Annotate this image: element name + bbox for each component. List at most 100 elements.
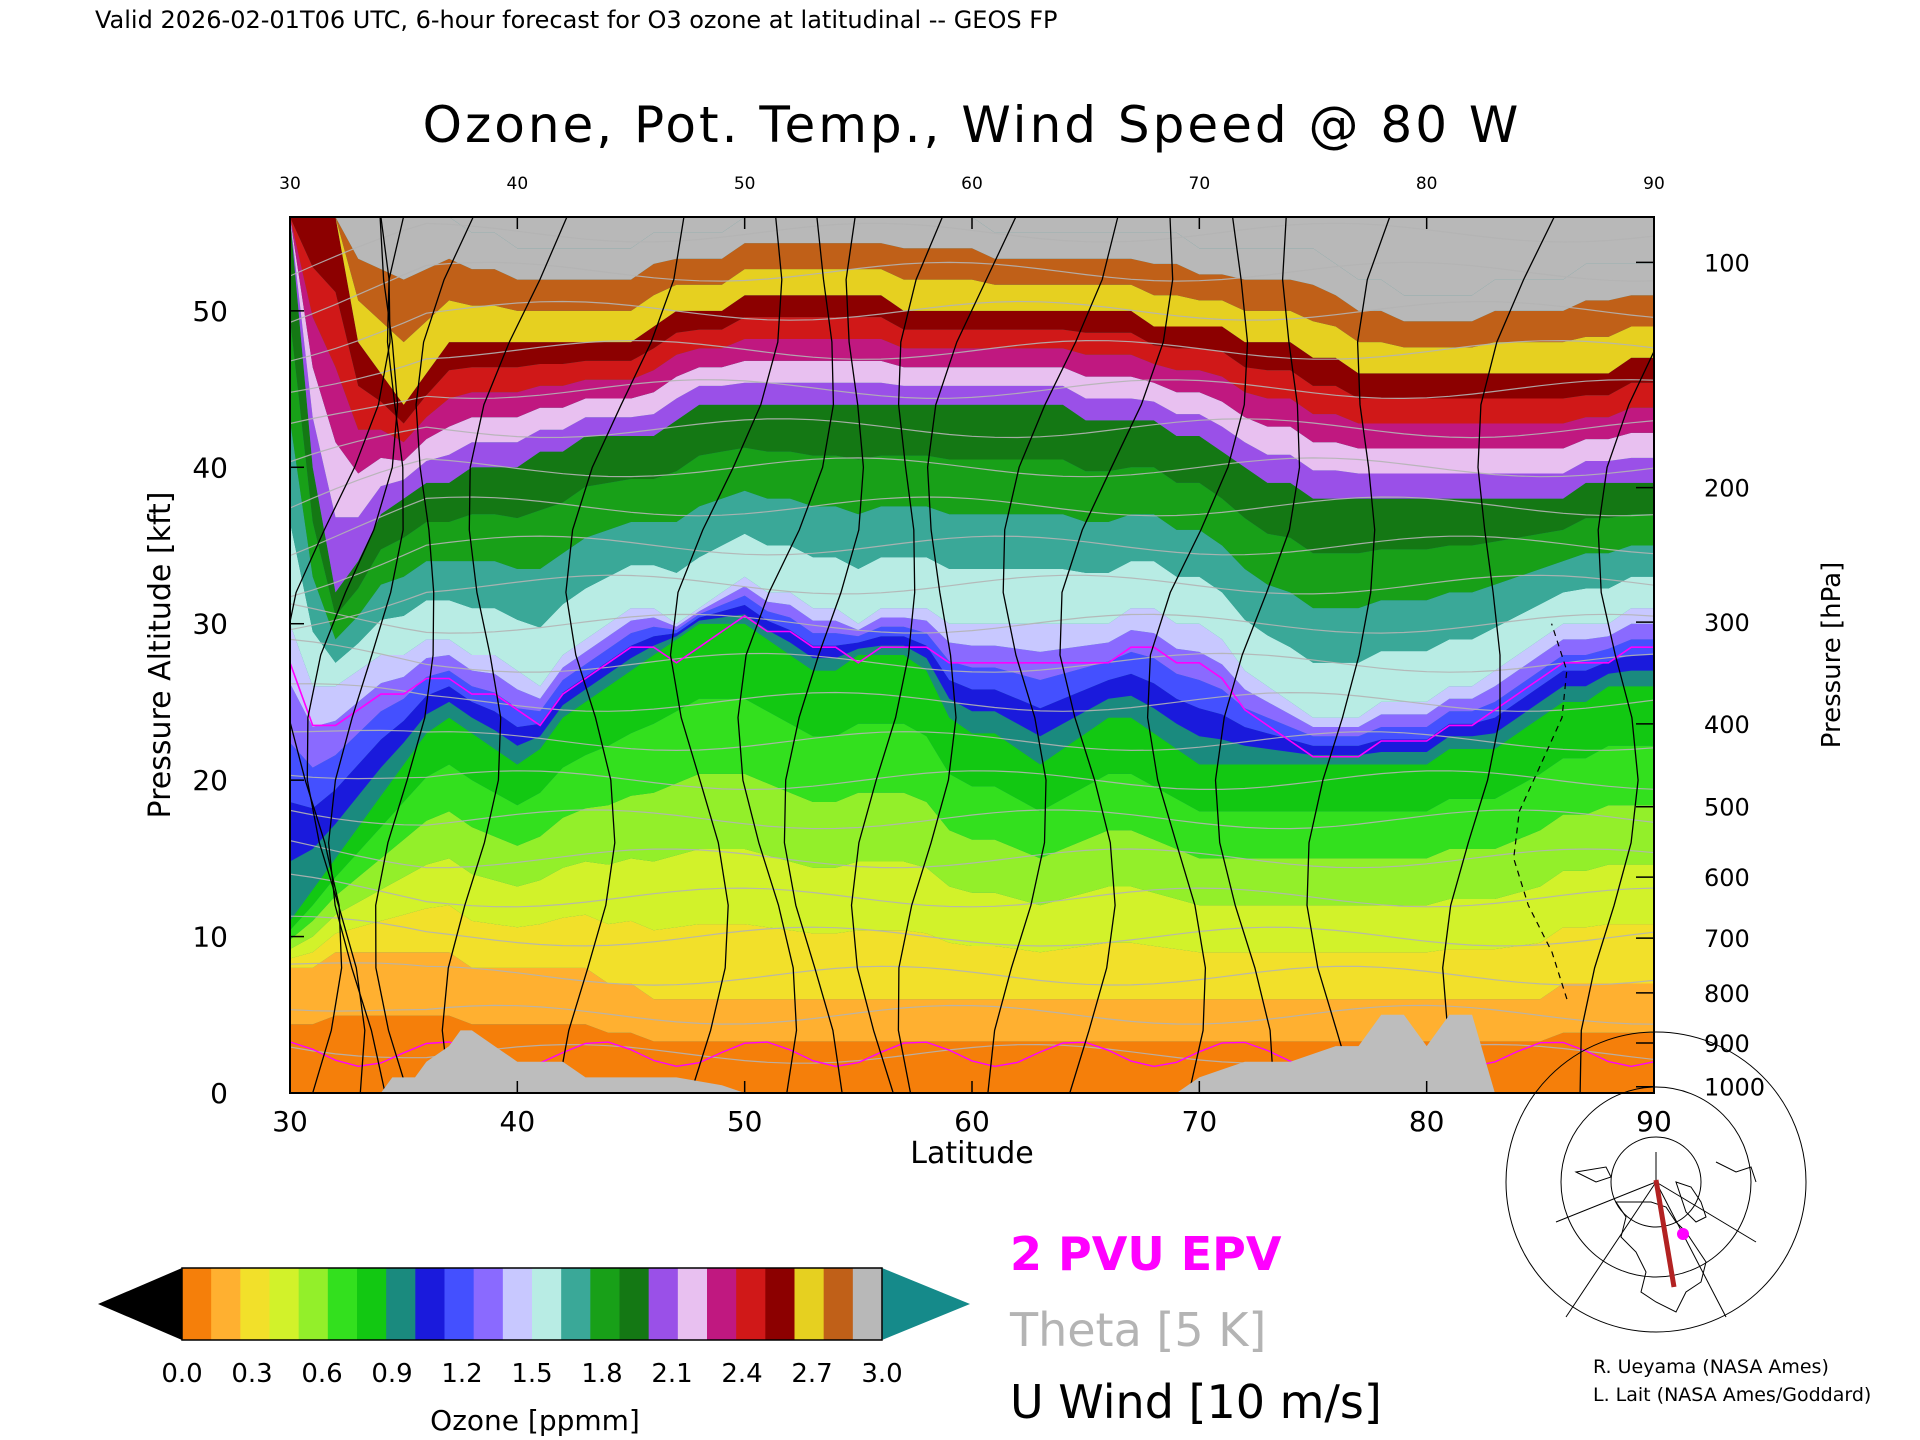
theta-contour — [290, 574, 1654, 631]
pressure-tick-label: 400 — [1704, 711, 1750, 739]
colorbar-segment — [532, 1268, 562, 1340]
globe-map-icon — [1505, 1031, 1807, 1333]
ozone-band-1 — [290, 952, 1654, 1042]
theta-contour — [290, 962, 1654, 986]
x-tick-label-top: 30 — [279, 174, 301, 194]
colorbar-segment — [327, 1268, 358, 1340]
colorbar-tick-label: 1.5 — [511, 1359, 552, 1389]
legend-epv: 2 PVU EPV — [1010, 1227, 1282, 1281]
colorbar-segment — [386, 1268, 416, 1340]
colorbar-segment — [794, 1268, 825, 1340]
theta-contour — [290, 683, 1654, 712]
pressure-tick-label: 700 — [1704, 925, 1750, 953]
colorbar-segment — [707, 1268, 737, 1340]
wind-contour — [850, 217, 943, 1093]
colorbar-segment — [357, 1268, 387, 1340]
theta-contour — [290, 1004, 1654, 1025]
x-tick-label: 60 — [954, 1105, 990, 1138]
ozone-band-10 — [290, 586, 1654, 768]
colorbar-tick-label: 0.6 — [301, 1359, 342, 1389]
legend-theta: Theta [5 K] — [1009, 1303, 1266, 1357]
wind-contour — [290, 217, 391, 1093]
theta-contour — [290, 496, 1654, 557]
colorbar-segment — [648, 1268, 679, 1340]
colorbar-segment — [473, 1268, 504, 1340]
theta-contour — [290, 770, 1654, 791]
pressure-tick-label: 800 — [1704, 980, 1750, 1008]
x-tick-label-top: 70 — [1189, 174, 1211, 194]
x-tick-label-top: 90 — [1643, 174, 1665, 194]
valid-line: Valid 2026-02-01T06 UTC, 6-hour forecast… — [95, 6, 1057, 34]
pressure-tick-label: 900 — [1704, 1030, 1750, 1058]
colorbar-tick-label: 0.9 — [371, 1359, 412, 1389]
colorbar-tick-label: 1.8 — [581, 1359, 622, 1389]
inset-track-line — [1653, 1179, 1677, 1288]
wind-contour — [669, 217, 783, 1093]
ozone-colorbar: 0.0 0.3 0.6 0.9 1.2 1.5 1.8 2.1 2.4 2.7 3.0 — [98, 1267, 970, 1389]
colorbar-segment — [298, 1268, 329, 1340]
terrain — [290, 1014, 1654, 1093]
colorbar-segment — [211, 1268, 241, 1340]
colorbar-frame — [181, 1267, 883, 1341]
theta-contour — [290, 603, 1654, 634]
ozone-band-24 — [290, 217, 1654, 296]
colorbar-tick-label: 3.0 — [861, 1359, 902, 1389]
y-tick-label: 10 — [192, 921, 228, 954]
y-axis-label-left: Pressure Altitude [kft] — [143, 492, 178, 819]
x-tick-label: 80 — [1409, 1105, 1445, 1138]
ozone-band-14 — [290, 318, 1654, 640]
wind-contour-negative — [1513, 623, 1568, 1000]
x-axis-label: Latitude — [910, 1136, 1033, 1171]
colorbar-segment — [736, 1268, 766, 1340]
x-tick-label: 70 — [1182, 1105, 1218, 1138]
credit-line-2: L. Lait (NASA Ames/Goddard) — [1593, 1384, 1871, 1406]
theta-contour — [290, 729, 1654, 752]
wind-contour — [1059, 217, 1174, 1093]
colorbar-max-arrow — [882, 1268, 970, 1340]
pressure-tick-label: 1000 — [1704, 1074, 1765, 1102]
wind-contour — [1214, 217, 1301, 1093]
ozone-band-3 — [290, 849, 1654, 959]
theta-contour — [290, 638, 1654, 673]
colorbar-segment — [765, 1268, 796, 1340]
ozone-band-23 — [290, 217, 1654, 322]
x-tick-label-top: 40 — [507, 174, 529, 194]
inset-marker — [1677, 1228, 1689, 1240]
ozone-band-6 — [290, 623, 1654, 931]
theta-contour — [290, 809, 1654, 830]
ozone-band-2 — [290, 905, 1654, 1000]
x-tick-label: 30 — [272, 1105, 308, 1138]
colorbar-segment — [823, 1268, 854, 1340]
y-axis-label-right: Pressure [hPa] — [1817, 562, 1847, 749]
wind-contour — [375, 217, 474, 1093]
ozone-band-18 — [290, 217, 1654, 474]
ozone-band-15 — [290, 217, 1654, 616]
y-tick-label: 20 — [192, 764, 228, 797]
ozone-band-11 — [290, 576, 1654, 727]
wind-contour — [897, 217, 1017, 1093]
wind-contour — [327, 217, 405, 1093]
colorbar-tick-label: 0.3 — [231, 1359, 272, 1389]
theta-contour — [290, 915, 1654, 947]
wind-contour — [441, 217, 568, 1093]
pressure-tick-label: 200 — [1704, 475, 1750, 503]
wind-contour — [1306, 217, 1391, 1093]
credit-line-1: R. Ueyama (NASA Ames) — [1593, 1356, 1829, 1378]
colorbar-label: Ozone [ppmm] — [430, 1404, 640, 1437]
wind-contour — [306, 217, 399, 1093]
x-tick-label: 50 — [727, 1105, 763, 1138]
y-tick-label: 50 — [192, 295, 228, 328]
wind-contour — [987, 217, 1119, 1093]
theta-contour — [290, 840, 1654, 869]
plot-area — [290, 217, 1654, 1093]
colorbar-segment — [240, 1268, 271, 1340]
theta-contour — [290, 535, 1654, 598]
axes: 3030404050506060707080809090010203040501… — [192, 174, 1765, 1138]
wind-contour — [1146, 217, 1249, 1093]
ozone-band-5 — [290, 698, 1654, 940]
colorbar-segment — [415, 1268, 446, 1340]
colorbar-min-arrow — [98, 1268, 182, 1340]
theta-contour — [290, 379, 1654, 425]
y-tick-label: 30 — [192, 608, 228, 641]
